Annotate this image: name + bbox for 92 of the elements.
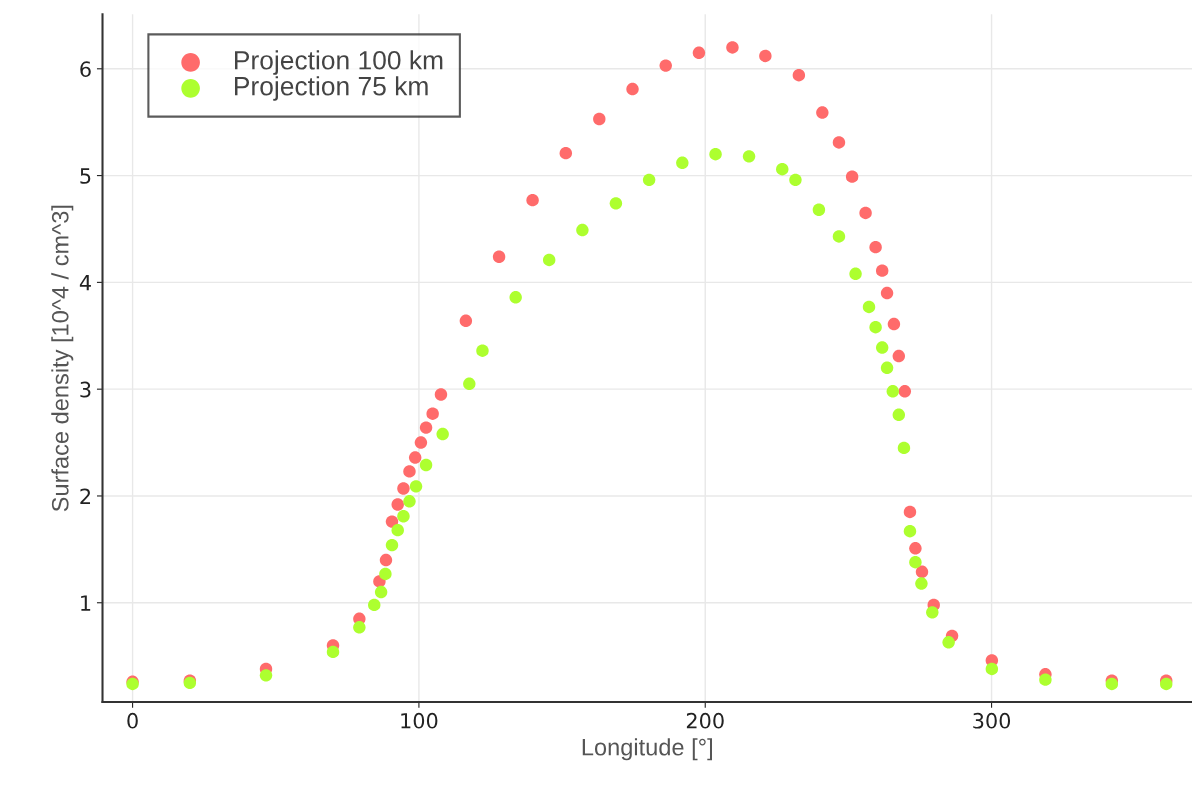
point [403,495,416,508]
point [609,197,623,210]
point [659,59,672,72]
point [379,553,393,567]
point [419,458,433,472]
point [903,524,917,538]
point [409,480,423,493]
point [886,385,899,398]
point [875,341,889,354]
point [909,542,922,555]
point [880,286,894,300]
y-tick-label: 6 [80,61,91,77]
y-tick-label: 3 [80,381,91,398]
point [559,146,573,160]
point [759,49,772,63]
point [1160,677,1173,691]
point [385,538,399,552]
point [408,451,422,464]
point [909,555,922,569]
point [880,361,894,375]
point [915,565,929,578]
point [576,223,589,237]
point [892,349,906,363]
y-axis-title: Surface density [10^4 / cm^3] [51,205,74,512]
point [942,636,955,649]
point [869,321,882,334]
point [459,314,473,328]
point [898,385,912,398]
point [434,388,448,401]
point [792,68,806,82]
point [385,515,399,528]
y-tick-label: 2 [80,488,91,504]
legend-label: Projection 75 km [235,76,428,101]
point [642,173,656,187]
point [426,407,439,420]
point [326,645,340,659]
point [391,498,404,511]
point [1105,677,1119,691]
point [397,510,410,523]
point [368,598,381,612]
point [849,267,862,281]
point [897,441,911,455]
point [812,203,826,216]
point [259,669,273,682]
legend-label: Projection 100 km [235,50,443,75]
point [353,621,366,634]
point [1039,673,1052,686]
y-tick-label: 1 [81,595,91,611]
point [374,585,388,599]
point [526,193,539,207]
point [869,240,882,254]
point [436,427,449,441]
point [463,377,476,391]
point [859,206,872,220]
point [875,264,889,277]
point [709,148,722,161]
point [742,150,756,163]
x-axis-title: Longitude [°] [582,738,712,761]
point [903,505,917,519]
point [542,253,556,267]
x-tick-label: 300 [973,712,1011,729]
y-tick-label: 5 [80,168,91,184]
point [726,41,739,54]
point [492,250,506,263]
point [391,523,404,537]
point [379,567,392,581]
x-tick-label: 0 [127,712,138,729]
point [915,577,928,590]
point [397,482,410,495]
point [593,112,606,126]
point [419,421,433,434]
point [985,662,999,676]
x-tick-label: 100 [401,712,438,729]
point [692,46,706,59]
point [832,230,846,243]
point [832,136,846,149]
point [414,436,428,449]
y-tick-label: 4 [79,275,91,291]
point [816,106,829,119]
point [862,300,876,314]
point [887,317,901,331]
point [676,156,689,169]
point [776,162,789,176]
point [845,170,859,183]
point [892,408,906,422]
point [626,82,639,96]
point [926,606,939,619]
point [476,344,489,357]
point [509,291,522,304]
x-tick-label: 200 [686,712,724,729]
point [789,173,802,187]
point [403,465,416,478]
